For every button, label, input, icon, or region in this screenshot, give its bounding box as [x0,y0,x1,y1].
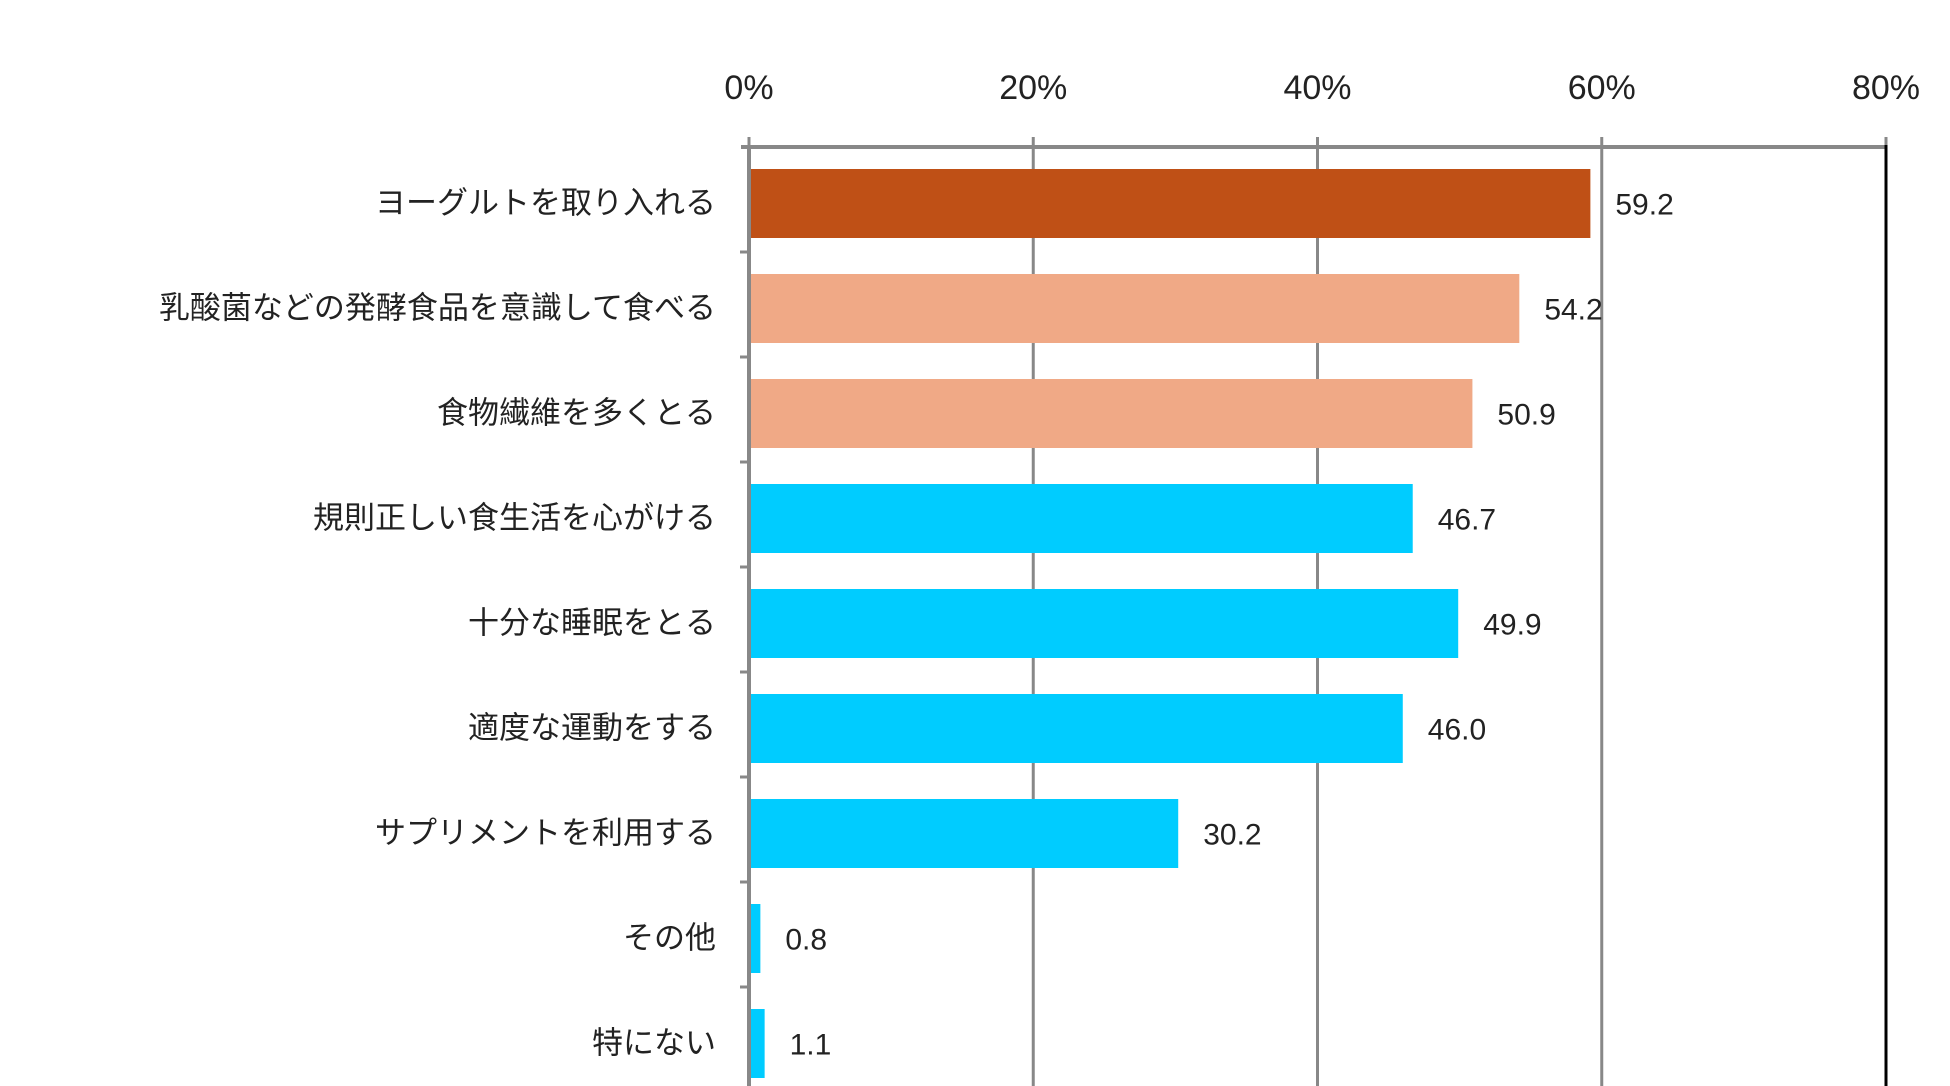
category-label: 規則正しい食生活を心がける [313,501,716,537]
data-label: 0.8 [785,924,827,957]
x-tick-label: 80% [1852,69,1920,107]
bar [749,589,1459,658]
x-tick-label: 0% [724,69,773,107]
x-tick-label: 60% [1568,69,1636,107]
category-label: 特にない [592,1026,716,1062]
category-label: 十分な睡眠をとる [468,606,716,642]
bar [749,1009,765,1078]
category-label: サプリメントを利用する [375,816,716,852]
bar [749,379,1473,448]
bar [749,799,1179,868]
data-label: 30.2 [1203,819,1261,852]
data-label: 54.2 [1544,294,1602,327]
category-label: 乳酸菌などの発酵食品を意識して食べる [159,291,716,327]
category-label: 食物繊維を多くとる [437,396,716,432]
category-label: ヨーグルトを取り入れる [375,186,716,222]
data-label: 46.7 [1438,504,1496,537]
bar [749,274,1520,343]
x-tick-label: 20% [999,69,1067,107]
bar [749,484,1413,553]
x-tick-label: 40% [1283,69,1351,107]
data-label: 1.1 [790,1029,832,1062]
bar [749,904,761,973]
category-label: その他 [623,921,716,957]
data-label: 50.9 [1497,399,1555,432]
data-label: 59.2 [1615,189,1673,222]
data-label: 49.9 [1483,609,1541,642]
data-label: 46.0 [1428,714,1486,747]
bar [749,169,1591,238]
bar [749,694,1403,763]
category-label: 適度な運動をする [468,711,716,747]
